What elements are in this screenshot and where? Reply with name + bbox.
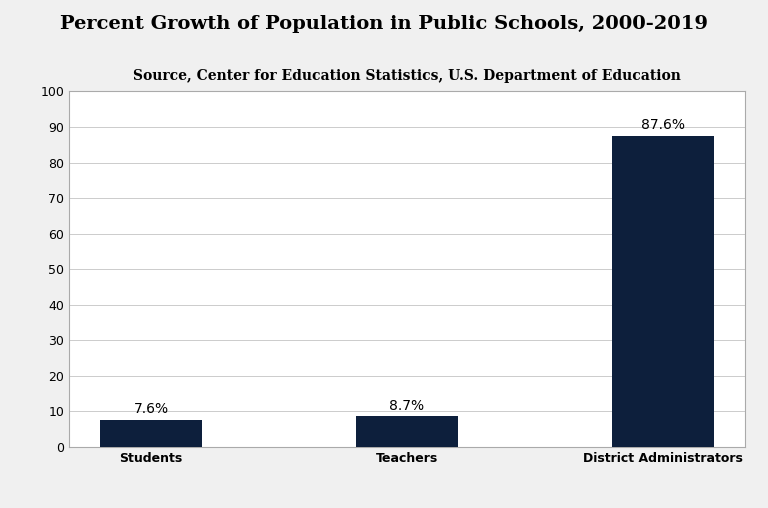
Text: Percent Growth of Population in Public Schools, 2000-2019: Percent Growth of Population in Public S… [60,15,708,33]
Text: 7.6%: 7.6% [134,402,169,417]
Title: Source, Center for Education Statistics, U.S. Department of Education: Source, Center for Education Statistics,… [133,69,681,83]
Text: 87.6%: 87.6% [641,118,685,132]
Bar [356,416,458,447]
Bar [100,420,202,447]
Text: 8.7%: 8.7% [389,399,425,412]
Bar [612,136,714,447]
